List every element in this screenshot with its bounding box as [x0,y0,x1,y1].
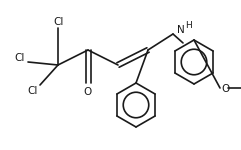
Text: O: O [84,87,92,97]
Text: O: O [221,84,229,94]
Text: Cl: Cl [28,86,38,96]
Text: Cl: Cl [54,17,64,27]
Text: N: N [177,25,185,35]
Text: H: H [185,21,191,30]
Text: Cl: Cl [15,53,25,63]
